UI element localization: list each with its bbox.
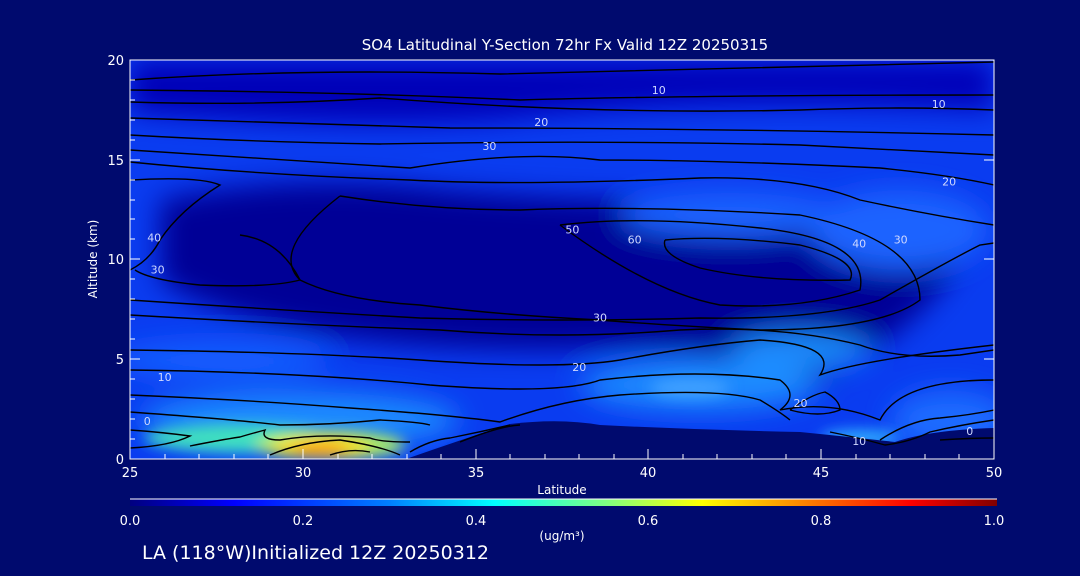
colorbar-tick-label: 0.6	[638, 514, 659, 529]
contour-label: 10	[932, 98, 946, 111]
colorbar-tick-label: 0.8	[811, 514, 832, 529]
contour-label: 20	[534, 116, 548, 129]
contour-label: 20	[572, 361, 586, 374]
colorbar-tick-labels: 0.0 0.2 0.4 0.6 0.8 1.0	[120, 514, 1005, 529]
y-tick-labels: 0 5 10 15 20	[107, 54, 124, 468]
contour-lines	[130, 61, 994, 456]
contour-label: 40	[147, 232, 161, 245]
contour-label: 30	[482, 140, 496, 153]
colorbar-unit: (ug/m³)	[539, 529, 584, 543]
initialization-footer: LA (118°W)Initialized 12Z 20250312	[142, 542, 489, 564]
y-tick-label: 15	[107, 154, 124, 169]
contour-label: 10	[652, 84, 666, 97]
contour-label: 40	[852, 238, 866, 251]
x-tick-label: 35	[468, 466, 485, 481]
colorbar-tick-label: 0.0	[120, 514, 141, 529]
contour-label: 10	[852, 435, 866, 448]
contour-labels: 10 10 20 30 20 40 50 60 40 30 30 30 20 10 20 0 10 0	[144, 84, 973, 448]
heatmap-field	[130, 60, 994, 459]
x-tick-labels: 25 30 35 40 45 50	[122, 466, 1003, 481]
colorbar-tick-label: 1.0	[984, 514, 1005, 529]
x-axis-label: Latitude	[537, 483, 586, 497]
y-tick-label: 20	[107, 54, 124, 69]
colorbar-tick-label: 0.4	[466, 514, 487, 529]
y-tick-label: 0	[116, 453, 124, 468]
contour-label: 50	[565, 224, 579, 237]
contour-label: 20	[942, 176, 956, 189]
contour-label: 0	[144, 415, 151, 428]
contour-label: 30	[151, 264, 165, 277]
colorbar	[130, 499, 997, 506]
chart-title: SO4 Latitudinal Y-Section 72hr Fx Valid …	[362, 36, 768, 54]
contour-label: 10	[158, 371, 172, 384]
x-tick-label: 45	[813, 466, 830, 481]
y-tick-label: 5	[116, 353, 124, 368]
x-tick-label: 30	[295, 466, 312, 481]
x-tick-label: 40	[640, 466, 657, 481]
contour-label: 20	[794, 397, 808, 410]
x-tick-label: 50	[986, 466, 1003, 481]
contour-label: 30	[593, 311, 607, 324]
contour-label: 60	[628, 234, 642, 247]
x-axis	[129, 449, 995, 459]
y-tick-label: 10	[107, 253, 124, 268]
contour-label: 0	[966, 425, 973, 438]
colorbar-tick-label: 0.2	[293, 514, 314, 529]
x-tick-label: 25	[122, 466, 139, 481]
y-axis-label: Altitude (km)	[86, 220, 100, 299]
y-axis	[130, 59, 994, 460]
contour-label: 30	[894, 234, 908, 247]
